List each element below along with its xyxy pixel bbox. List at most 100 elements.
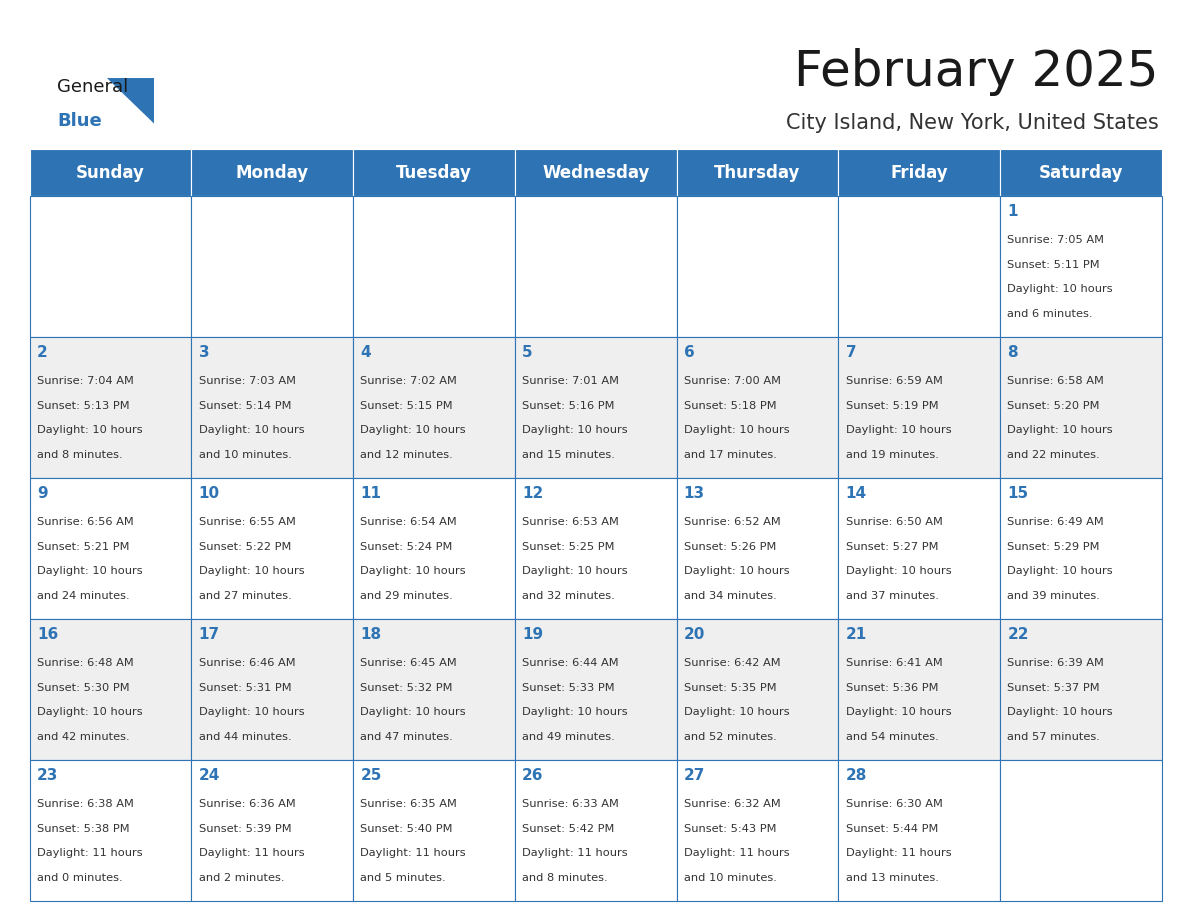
Text: 12: 12 [522,486,543,501]
Text: Daylight: 10 hours: Daylight: 10 hours [37,566,143,577]
Text: and 42 minutes.: and 42 minutes. [37,732,129,742]
Text: 7: 7 [846,345,857,360]
Text: 8: 8 [1007,345,1018,360]
Text: Sunrise: 6:30 AM: Sunrise: 6:30 AM [846,799,942,809]
Text: Wednesday: Wednesday [542,163,650,182]
Text: Sunset: 5:20 PM: Sunset: 5:20 PM [1007,400,1100,410]
Text: Sunset: 5:32 PM: Sunset: 5:32 PM [360,683,453,693]
Text: and 19 minutes.: and 19 minutes. [846,450,939,460]
Text: 17: 17 [198,627,220,642]
Text: Daylight: 10 hours: Daylight: 10 hours [1007,285,1113,295]
Text: Daylight: 11 hours: Daylight: 11 hours [37,848,143,858]
Text: Daylight: 10 hours: Daylight: 10 hours [684,425,789,435]
Text: 5: 5 [522,345,532,360]
Text: and 8 minutes.: and 8 minutes. [37,450,122,460]
Text: Daylight: 10 hours: Daylight: 10 hours [1007,425,1113,435]
Text: Daylight: 10 hours: Daylight: 10 hours [198,566,304,577]
Text: Daylight: 10 hours: Daylight: 10 hours [846,425,952,435]
Text: General: General [57,78,128,96]
Text: and 17 minutes.: and 17 minutes. [684,450,777,460]
Text: Sunrise: 6:52 AM: Sunrise: 6:52 AM [684,517,781,527]
Text: Sunrise: 6:56 AM: Sunrise: 6:56 AM [37,517,133,527]
Text: Daylight: 10 hours: Daylight: 10 hours [846,566,952,577]
Text: Sunset: 5:39 PM: Sunset: 5:39 PM [198,823,291,834]
Text: and 6 minutes.: and 6 minutes. [1007,309,1093,319]
Text: Sunset: 5:22 PM: Sunset: 5:22 PM [198,542,291,552]
Text: Sunrise: 6:44 AM: Sunrise: 6:44 AM [522,658,619,668]
Text: Sunrise: 6:45 AM: Sunrise: 6:45 AM [360,658,457,668]
Text: Sunrise: 6:46 AM: Sunrise: 6:46 AM [198,658,295,668]
Text: 21: 21 [846,627,867,642]
Text: 2: 2 [37,345,48,360]
Text: Sunset: 5:11 PM: Sunset: 5:11 PM [1007,260,1100,270]
Text: and 24 minutes.: and 24 minutes. [37,591,129,601]
Text: Sunset: 5:40 PM: Sunset: 5:40 PM [360,823,453,834]
Text: 9: 9 [37,486,48,501]
Polygon shape [107,78,154,124]
Text: Daylight: 10 hours: Daylight: 10 hours [846,708,952,717]
Text: and 29 minutes.: and 29 minutes. [360,591,453,601]
Text: Sunrise: 6:59 AM: Sunrise: 6:59 AM [846,376,942,386]
Text: Sunset: 5:42 PM: Sunset: 5:42 PM [522,823,614,834]
Text: and 13 minutes.: and 13 minutes. [846,873,939,883]
Text: 26: 26 [522,767,544,783]
Text: Sunset: 5:37 PM: Sunset: 5:37 PM [1007,683,1100,693]
Text: Daylight: 10 hours: Daylight: 10 hours [37,425,143,435]
Text: and 10 minutes.: and 10 minutes. [198,450,291,460]
Text: Daylight: 10 hours: Daylight: 10 hours [522,566,627,577]
Text: Sunrise: 6:35 AM: Sunrise: 6:35 AM [360,799,457,809]
Text: Sunset: 5:24 PM: Sunset: 5:24 PM [360,542,453,552]
Text: Sunset: 5:25 PM: Sunset: 5:25 PM [522,542,614,552]
Text: and 8 minutes.: and 8 minutes. [522,873,608,883]
Text: Tuesday: Tuesday [396,163,472,182]
Text: Sunrise: 6:53 AM: Sunrise: 6:53 AM [522,517,619,527]
Text: 16: 16 [37,627,58,642]
Text: Sunset: 5:43 PM: Sunset: 5:43 PM [684,823,776,834]
Text: Daylight: 11 hours: Daylight: 11 hours [846,848,952,858]
Text: Sunrise: 6:58 AM: Sunrise: 6:58 AM [1007,376,1104,386]
Text: and 22 minutes.: and 22 minutes. [1007,450,1100,460]
Text: Daylight: 10 hours: Daylight: 10 hours [684,566,789,577]
Text: 24: 24 [198,767,220,783]
Text: 6: 6 [684,345,695,360]
Text: 1: 1 [1007,204,1018,218]
Text: Daylight: 11 hours: Daylight: 11 hours [360,848,466,858]
Text: Daylight: 11 hours: Daylight: 11 hours [198,848,304,858]
Text: City Island, New York, United States: City Island, New York, United States [785,113,1158,133]
Text: Sunset: 5:27 PM: Sunset: 5:27 PM [846,542,939,552]
Text: Sunrise: 6:50 AM: Sunrise: 6:50 AM [846,517,942,527]
Text: Sunrise: 6:54 AM: Sunrise: 6:54 AM [360,517,457,527]
Text: Sunrise: 6:49 AM: Sunrise: 6:49 AM [1007,517,1104,527]
Text: and 5 minutes.: and 5 minutes. [360,873,446,883]
Text: Sunrise: 7:05 AM: Sunrise: 7:05 AM [1007,235,1105,245]
Text: Sunset: 5:18 PM: Sunset: 5:18 PM [684,400,777,410]
Text: and 32 minutes.: and 32 minutes. [522,591,615,601]
Text: 4: 4 [360,345,371,360]
Text: Sunrise: 7:04 AM: Sunrise: 7:04 AM [37,376,134,386]
Text: Sunrise: 7:01 AM: Sunrise: 7:01 AM [522,376,619,386]
Text: Sunrise: 6:42 AM: Sunrise: 6:42 AM [684,658,781,668]
Text: Daylight: 10 hours: Daylight: 10 hours [1007,566,1113,577]
Text: 19: 19 [522,627,543,642]
Text: Sunset: 5:30 PM: Sunset: 5:30 PM [37,683,129,693]
Text: Sunrise: 6:33 AM: Sunrise: 6:33 AM [522,799,619,809]
Text: Sunrise: 7:03 AM: Sunrise: 7:03 AM [198,376,296,386]
Text: Sunset: 5:16 PM: Sunset: 5:16 PM [522,400,614,410]
Text: Sunrise: 6:32 AM: Sunrise: 6:32 AM [684,799,781,809]
Text: Daylight: 10 hours: Daylight: 10 hours [360,425,466,435]
Text: Sunset: 5:44 PM: Sunset: 5:44 PM [846,823,937,834]
Text: Thursday: Thursday [714,163,801,182]
Text: Sunrise: 6:38 AM: Sunrise: 6:38 AM [37,799,134,809]
Text: and 57 minutes.: and 57 minutes. [1007,732,1100,742]
Text: Sunrise: 6:36 AM: Sunrise: 6:36 AM [198,799,296,809]
Text: Saturday: Saturday [1038,163,1123,182]
Text: Sunset: 5:36 PM: Sunset: 5:36 PM [846,683,939,693]
Text: Sunday: Sunday [76,163,145,182]
Text: and 47 minutes.: and 47 minutes. [360,732,453,742]
Text: Daylight: 11 hours: Daylight: 11 hours [684,848,789,858]
Text: Daylight: 10 hours: Daylight: 10 hours [198,425,304,435]
Text: Daylight: 10 hours: Daylight: 10 hours [360,566,466,577]
Text: Daylight: 10 hours: Daylight: 10 hours [37,708,143,717]
Text: Blue: Blue [57,112,102,130]
Text: and 2 minutes.: and 2 minutes. [198,873,284,883]
